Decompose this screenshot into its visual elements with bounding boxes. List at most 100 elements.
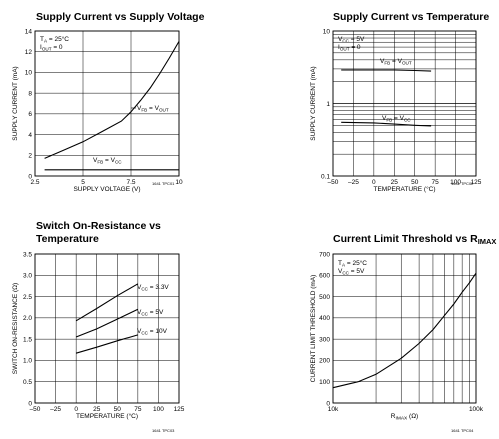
y-axis-label: SWITCH ON-RESISTANCE (Ω) <box>12 283 19 374</box>
chart3-label-5v-part: CC <box>141 312 148 317</box>
chart3-label-5v-part: V <box>137 309 142 316</box>
chart2-condition-vcc: VCC = 5V <box>338 36 365 44</box>
chart2-label-vfb-vout-part: = V <box>390 58 402 65</box>
y-tick-label: 2 <box>28 153 32 160</box>
figure-code: 1641 TPC01 <box>152 181 175 186</box>
y-tick-label: 12 <box>25 49 33 56</box>
chart4-condition-ta-part: A <box>342 263 346 268</box>
chart1-condition-iout-part: OUT <box>42 47 52 52</box>
x-tick-label: 10k <box>328 406 339 413</box>
x-tick-label: 10 <box>175 179 183 186</box>
chart2-condition-vcc-part: V <box>338 36 343 43</box>
series-line-1 <box>341 69 432 72</box>
chart1-label-vfb-vout-part: FB <box>141 108 147 113</box>
chart1-label-vfb-vcc-part: V <box>93 157 98 164</box>
x-tick-label: 5 <box>81 179 85 186</box>
y-tick-label: 10 <box>25 70 33 77</box>
x-axis-label-sub: IMAX <box>395 416 408 422</box>
chart2-label-vfb-vcc: VFB = VCC <box>382 115 411 123</box>
plot-frame <box>34 30 180 177</box>
y-tick-label: 0 <box>28 173 32 180</box>
series-line-2 <box>75 308 139 338</box>
y-tick-label: 0 <box>326 400 330 407</box>
y-axis-label: CURRENT LIMIT THRESHOLD (mA) <box>310 275 317 383</box>
chart2-condition-vcc-part: = 5V <box>349 36 365 43</box>
chart-2: Supply Current vs Temperature –50 –25 0 25 50… <box>310 11 489 193</box>
chart1-label-vfb-vcc-part: FB <box>97 160 103 165</box>
x-tick-label: 50 <box>411 179 419 186</box>
chart4-condition-ta-part: = 25°C <box>345 259 367 267</box>
chart2-label-vfb-vout-part: OUT <box>402 61 412 66</box>
chart2-label-vfb-vout-part: FB <box>384 61 390 66</box>
chart2-condition-vcc-part: CC <box>342 39 349 44</box>
y-tick-label: 300 <box>319 336 330 343</box>
x-tick-label: 25 <box>93 406 101 413</box>
y-tick-label: 2.0 <box>23 315 32 322</box>
series-line-2 <box>341 121 432 127</box>
figure-code: 1641 TPC04 <box>451 428 474 433</box>
x-tick-label: 75 <box>432 179 440 186</box>
chart2-label-vfb-vcc-part: = V <box>392 115 404 122</box>
figure-code: 1641 TPC02 <box>451 181 474 186</box>
chart4-condition-vcc: VCC = 5V <box>338 268 365 276</box>
chart4-condition-vcc-part: V <box>338 268 343 275</box>
y-tick-label: 500 <box>319 294 330 301</box>
chart3-label-3v3: VCC = 3.3V <box>137 284 169 292</box>
chart-1: Supply Current vs Supply Voltage 2.5 5 7.5 1… <box>12 11 205 193</box>
plot-frame <box>332 253 477 404</box>
grid <box>332 253 477 404</box>
chart2-condition-iout: IOUT = 0 <box>338 44 361 52</box>
x-tick-label: 25 <box>391 179 399 186</box>
grid <box>332 30 477 177</box>
chart3-label-3v3-part: CC <box>141 287 148 292</box>
chart3-label-10v-part: = 10V <box>148 328 168 335</box>
grid <box>34 30 180 177</box>
chart-title: Switch On-Resistance vs <box>36 220 161 232</box>
x-axis-label: RIMAX (Ω) <box>391 413 418 422</box>
chart2-condition-iout-part: OUT <box>340 47 350 52</box>
y-tick-label: 0 <box>28 400 32 407</box>
y-axis-label: SUPPLY CURRENT (mA) <box>310 66 317 140</box>
x-tick-label: 100k <box>469 406 484 413</box>
chart2-label-vfb-vcc-part: V <box>382 115 387 122</box>
x-tick-label: 7.5 <box>126 179 135 186</box>
x-tick-label: 0 <box>74 406 78 413</box>
chart1-label-vfb-vcc-part: CC <box>115 160 122 165</box>
chart-title: Supply Current vs Supply Voltage <box>36 11 205 23</box>
x-tick-label: 0 <box>372 179 376 186</box>
y-tick-label: 700 <box>319 251 330 258</box>
chart3-label-10v-part: CC <box>141 331 148 336</box>
y-axis-label: SUPPLY CURRENT (mA) <box>12 66 19 140</box>
series-line-1 <box>44 41 180 159</box>
y-tick-label: 400 <box>319 315 330 322</box>
y-tick-label: 600 <box>319 273 330 280</box>
chart1-label-vfb-vcc-part: = V <box>103 157 115 164</box>
chart4-condition-ta: TA = 25°C <box>338 259 367 268</box>
x-tick-label: –50 <box>30 406 41 413</box>
chart4-condition-ta-part: T <box>338 260 342 267</box>
chart-title-line2: Temperature <box>36 233 99 245</box>
chart3-label-5v-part: = 5V <box>148 309 164 316</box>
plot-frame <box>332 30 477 177</box>
y-tick-label: 0.1 <box>321 173 330 180</box>
y-tick-label: 3.5 <box>23 251 32 258</box>
y-tick-label: 1 <box>326 101 330 108</box>
y-tick-label: 10 <box>323 28 331 35</box>
y-tick-label: 6 <box>28 111 32 118</box>
chart1-condition-iout: IOUT = 0 <box>40 44 63 52</box>
chart3-label-10v: VCC = 10V <box>137 328 168 336</box>
chart2-condition-iout-part: = 0 <box>350 44 361 51</box>
x-tick-label: 2.5 <box>30 179 39 186</box>
x-tick-label: 75 <box>134 406 142 413</box>
chart2-condition-iout-part: I <box>338 44 340 51</box>
x-tick-label: 125 <box>471 179 482 186</box>
x-tick-label: –50 <box>328 179 339 186</box>
x-axis-label: TEMPERATURE (°C) <box>373 185 435 193</box>
chart1-condition-iout-part: I <box>40 44 42 51</box>
chart3-label-3v3-part: V <box>137 284 142 291</box>
x-tick-label: 100 <box>450 179 461 186</box>
chart2-label-vfb-vout: VFB = VOUT <box>380 58 412 66</box>
series-line-1 <box>75 283 139 322</box>
